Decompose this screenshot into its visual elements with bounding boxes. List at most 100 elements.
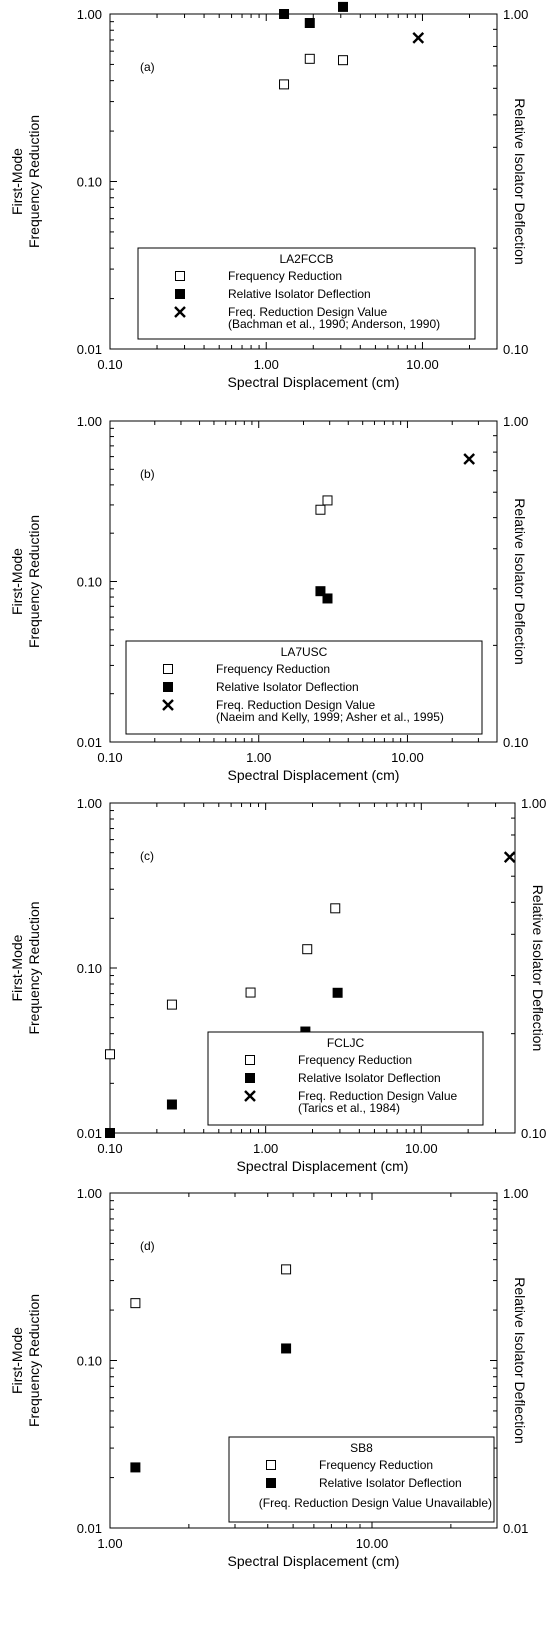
panel-label: (d) xyxy=(140,1239,155,1253)
y-tick-label: 0.10 xyxy=(77,175,102,190)
frequency-reduction-point xyxy=(245,1055,255,1065)
frequency-reduction-point xyxy=(330,903,341,914)
design-value-point xyxy=(463,453,476,465)
y-tick-label: 1.00 xyxy=(77,796,102,811)
legend-title: LA7USC xyxy=(281,645,328,659)
design-value-point xyxy=(503,851,516,863)
legend-entry: Relative Isolator Deflection xyxy=(298,1071,441,1085)
legend-title: FCLJC xyxy=(327,1036,365,1050)
y2-tick-label: 1.00 xyxy=(503,1186,528,1201)
y2-axis-label: Relative Isolator Deflection xyxy=(512,1277,528,1444)
isolator-deflection-point xyxy=(315,586,326,597)
isolator-deflection-point xyxy=(332,987,343,998)
frequency-reduction-point xyxy=(279,79,290,90)
isolator-deflection-point xyxy=(245,1073,255,1083)
frequency-reduction-point xyxy=(163,664,173,674)
panel-label: (b) xyxy=(140,467,155,481)
y-tick-label: 0.10 xyxy=(77,1354,102,1369)
legend-title: SB8 xyxy=(350,1441,373,1455)
legend-title: LA2FCCB xyxy=(279,252,333,266)
x-tick-label: 1.00 xyxy=(246,750,271,765)
legend-box xyxy=(137,247,476,340)
x-tick-label: 1.00 xyxy=(254,357,279,372)
isolator-deflection-point xyxy=(175,289,185,299)
y2-tick-label: 0.10 xyxy=(521,1126,546,1141)
frequency-reduction-point xyxy=(130,1298,141,1309)
y2-axis-label: Relative Isolator Deflection xyxy=(530,885,546,1052)
isolator-deflection-point xyxy=(337,1,348,12)
design-value-point xyxy=(162,699,174,711)
frequency-reduction-point xyxy=(304,53,315,64)
x-axis-label: Spectral Displacement (cm) xyxy=(228,767,400,783)
frequency-reduction-point xyxy=(337,55,348,66)
chart-panel-c: 0.10 1.00 10.000.010.101.000.101.00Spectra… xyxy=(9,796,546,1174)
x-tick-label: 10.00 xyxy=(391,750,424,765)
frequency-reduction-point xyxy=(175,271,185,281)
frequency-reduction-point xyxy=(315,504,326,515)
y-axis-label-line1: First-Mode xyxy=(9,1327,25,1394)
legend-entry: Relative Isolator Deflection xyxy=(216,680,359,694)
x-tick-label: 10.00 xyxy=(406,357,439,372)
legend-entry: Relative Isolator Deflection xyxy=(228,287,371,301)
frequency-reduction-point xyxy=(245,987,256,998)
legend-entry: Frequency Reduction xyxy=(228,269,342,283)
legend-entry: Freq. Reduction Design Value xyxy=(216,698,376,712)
isolator-deflection-point xyxy=(166,1099,177,1110)
isolator-deflection-point xyxy=(281,1343,292,1354)
x-tick-label: 0.10 xyxy=(97,1141,122,1156)
y-axis-label-line2: Frequency Reduction xyxy=(26,1294,42,1427)
y-tick-label: 0.01 xyxy=(77,1126,102,1141)
y-tick-label: 1.00 xyxy=(77,7,102,22)
frequency-reduction-point xyxy=(322,495,333,506)
legend: SB8 Frequency Reduction Relative Isolator … xyxy=(228,1436,495,1523)
y2-tick-label: 1.00 xyxy=(521,796,546,811)
y2-tick-label: 0.01 xyxy=(503,1521,528,1536)
design-value-point xyxy=(412,32,425,44)
design-value-point xyxy=(174,306,186,318)
design-value-point xyxy=(244,1090,256,1102)
legend-note: (Freq. Reduction Design Value Unavailabl… xyxy=(259,1496,492,1510)
legend-entry: Freq. Reduction Design Value xyxy=(228,305,388,319)
y2-tick-label: 1.00 xyxy=(503,414,528,429)
legend-box xyxy=(125,640,483,735)
x-axis-label: Spectral Displacement (cm) xyxy=(237,1158,409,1174)
isolator-deflection-point xyxy=(279,9,290,19)
y-tick-label: 0.10 xyxy=(77,961,102,976)
panel-label: (a) xyxy=(140,60,155,74)
legend-entry: Frequency Reduction xyxy=(298,1053,412,1067)
y2-tick-label: 0.10 xyxy=(503,342,528,357)
frequency-reduction-point xyxy=(266,1460,276,1470)
x-axis-label: Spectral Displacement (cm) xyxy=(228,1553,400,1569)
legend-entry: Frequency Reduction xyxy=(319,1458,433,1472)
x-tick-label: 0.10 xyxy=(97,357,122,372)
frequency-reduction-point xyxy=(302,944,313,955)
isolator-deflection-point xyxy=(266,1478,276,1488)
y2-axis-label: Relative Isolator Deflection xyxy=(512,498,528,665)
frequency-reduction-point xyxy=(166,999,177,1010)
legend: LA2FCCB Frequency Reduction Relative Isola… xyxy=(137,247,476,340)
chart-panel-b: 0.10 1.00 10.000.010.101.000.101.00Spectra… xyxy=(9,414,528,783)
x-axis-label: Spectral Displacement (cm) xyxy=(228,374,400,390)
isolator-deflection-point xyxy=(322,593,333,604)
y2-tick-label: 0.10 xyxy=(503,735,528,750)
x-tick-label: 0.10 xyxy=(97,750,122,765)
y-tick-label: 0.01 xyxy=(77,1521,102,1536)
frequency-reduction-point xyxy=(281,1264,292,1275)
legend: FCLJC Frequency Reduction Relative Isolato… xyxy=(207,1031,484,1126)
isolator-deflection-point xyxy=(304,18,315,29)
isolator-deflection-point xyxy=(105,1128,115,1138)
legend-entry: Frequency Reduction xyxy=(216,662,330,676)
x-tick-label: 1.00 xyxy=(253,1141,278,1156)
legend: LA7USC Frequency Reduction Relative Isolat… xyxy=(125,640,483,735)
y2-axis-label: Relative Isolator Deflection xyxy=(512,98,528,265)
isolator-deflection-point xyxy=(163,682,173,692)
legend-entry: Relative Isolator Deflection xyxy=(319,1476,462,1490)
x-tick-label: 1.00 xyxy=(97,1536,122,1551)
y-tick-label: 0.01 xyxy=(77,735,102,750)
y-axis-label-line2: Frequency Reduction xyxy=(26,115,42,248)
chart-panel-a: 0.10 1.00 10.000.010.101.000.101.00Spectra… xyxy=(9,1,528,390)
y-tick-label: 0.01 xyxy=(77,342,102,357)
legend-entry: Freq. Reduction Design Value xyxy=(298,1089,458,1103)
